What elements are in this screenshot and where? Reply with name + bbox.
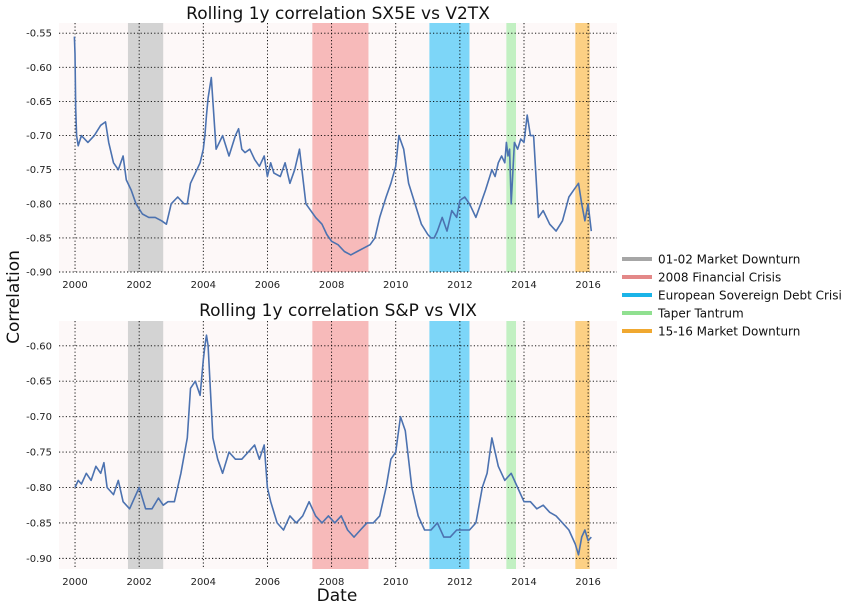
x-tick-label: 2006 — [255, 280, 280, 291]
y-tick-label: -0.90 — [26, 268, 52, 279]
y-tick-label: -0.55 — [26, 29, 52, 40]
legend-entry: 15-16 Market Downturn — [658, 325, 800, 339]
x-tick-label: 2002 — [126, 280, 151, 291]
y-tick-label: -0.80 — [26, 483, 52, 494]
highlight-band-5 — [575, 23, 590, 272]
y-tick-label: -0.60 — [26, 63, 52, 74]
legend: 01-02 Market Downturn 2008 Financial Cris… — [622, 253, 841, 339]
x-tick-label: 2006 — [255, 577, 280, 588]
x-tick-label: 2002 — [126, 577, 151, 588]
highlight-band-4 — [506, 321, 516, 569]
legend-entry: 2008 Financial Crisis — [658, 271, 781, 285]
y-tick-label: -0.65 — [26, 97, 52, 108]
chart-title: Rolling 1y correlation S&P vs VIX — [199, 301, 477, 321]
highlight-band-1 — [127, 321, 164, 569]
y-tick-label: -0.60 — [26, 341, 52, 352]
x-tick-label: 2014 — [511, 577, 536, 588]
x-tick-label: 2000 — [62, 280, 87, 291]
x-tick-label: 2014 — [511, 280, 536, 291]
y-tick-label: -0.85 — [26, 518, 52, 529]
series-line — [73, 36, 593, 256]
legend-entry: Taper Tantrum — [657, 307, 744, 321]
highlight-band-2 — [312, 23, 369, 272]
x-tick-label: 2004 — [191, 280, 216, 291]
x-tick-label: 2016 — [575, 280, 600, 291]
highlight-band-3 — [429, 23, 470, 272]
highlight-band-3 — [429, 321, 470, 569]
panel-2: -0.60 -0.65 -0.70 -0.75 -0.80 -0.85 -0.90 2000 2… — [26, 301, 617, 588]
x-tick-label: 2010 — [383, 577, 408, 588]
y-tick-label: -0.75 — [26, 165, 52, 176]
x-tick-label: 2012 — [447, 577, 472, 588]
legend-entry: 01-02 Market Downturn — [658, 253, 800, 267]
highlight-band-2 — [312, 321, 369, 569]
y-axis-label: Correlation — [4, 250, 24, 344]
highlight-band-5 — [575, 321, 590, 569]
highlight-band-4 — [506, 23, 516, 272]
y-tick-label: -0.70 — [26, 412, 52, 423]
y-tick-label: -0.65 — [26, 377, 52, 388]
highlight-band-1 — [127, 23, 164, 272]
x-tick-label: 2010 — [383, 280, 408, 291]
panel-1: -0.55 -0.60 -0.65 -0.70 -0.75 -0.80 -0.85 -0.90… — [26, 4, 617, 291]
x-tick-label: 2004 — [191, 577, 216, 588]
x-axis-label: Date — [317, 586, 358, 606]
y-tick-label: -0.85 — [26, 233, 52, 244]
y-tick-label: -0.75 — [26, 448, 52, 459]
x-tick-label: 2000 — [62, 577, 87, 588]
y-tick-label: -0.90 — [26, 554, 52, 565]
x-tick-label: 2016 — [575, 577, 600, 588]
x-tick-label: 2008 — [319, 280, 344, 291]
x-tick-label: 2012 — [447, 280, 472, 291]
legend-entry: European Sovereign Debt Crisis — [658, 289, 841, 303]
series-line — [74, 334, 592, 556]
chart-title: Rolling 1y correlation SX5E vs V2TX — [186, 4, 490, 24]
y-tick-label: -0.70 — [26, 131, 52, 142]
x-tick-label: 2008 — [319, 577, 344, 588]
y-tick-label: -0.80 — [26, 199, 52, 210]
